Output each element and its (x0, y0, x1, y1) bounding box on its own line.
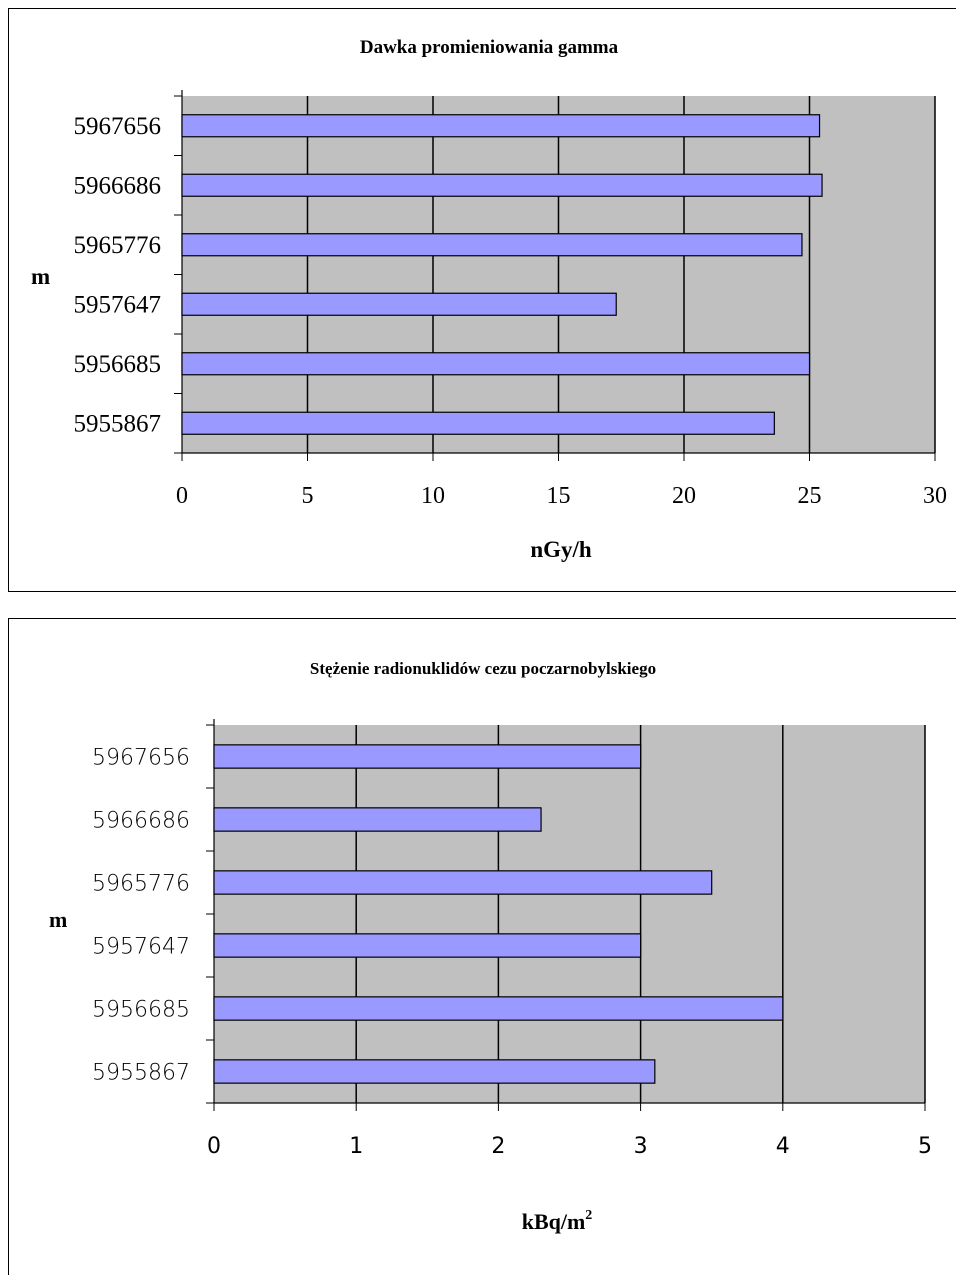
bar (213, 807, 542, 832)
y-category-label: 5955867 (74, 410, 162, 437)
x-tick-label: 1 (349, 1134, 363, 1159)
chart-title: Stężenie radionuklidów cezu poczarnobyls… (310, 659, 656, 678)
chart-cesium-concentration: Stężenie radionuklidów cezu poczarnobyls… (8, 618, 956, 1275)
y-category-label: 5966686 (74, 172, 162, 199)
x-tick-label: 10 (421, 483, 445, 509)
plot-area (214, 725, 925, 1103)
y-category-label: 5967656 (92, 746, 190, 771)
bar (213, 744, 642, 769)
x-tick-label: 15 (547, 483, 571, 509)
chart-title: Dawka promieniowania gamma (360, 37, 619, 58)
x-axis-label: nGy/h (530, 537, 592, 562)
x-tick-label: 3 (634, 1134, 648, 1159)
x-tick-label: 25 (798, 483, 822, 509)
y-category-label: 5957647 (92, 935, 190, 960)
x-axis-label: kBq/m2 (522, 1208, 593, 1234)
x-tick-label: 5 (918, 1134, 932, 1159)
y-category-label: 5965776 (74, 232, 162, 259)
bar (181, 411, 775, 435)
x-tick-label: 0 (176, 483, 188, 509)
y-category-label: 5956685 (92, 998, 190, 1023)
y-category-label: 5965776 (92, 872, 190, 897)
bar (213, 933, 642, 958)
bar (213, 996, 784, 1021)
x-tick-label: 30 (923, 483, 947, 509)
y-category-label: 5956685 (74, 351, 162, 378)
chart-cesium-concentration-svg: Stężenie radionuklidów cezu poczarnobyls… (49, 659, 932, 1234)
x-axis-label-base: kBq/m (522, 1209, 586, 1234)
x-tick-label: 5 (302, 483, 314, 509)
x-axis-label-sup: 2 (585, 1208, 592, 1223)
y-axis-label: m (31, 264, 50, 289)
chart-gamma-dose: Dawka promieniowania gamma m nGy/h 0 5 10 1… (8, 8, 956, 592)
x-tick-label: 0 (207, 1134, 221, 1159)
y-category-label: 5967656 (74, 113, 162, 140)
bar (181, 233, 803, 257)
bar (181, 173, 823, 197)
bar (213, 1059, 656, 1084)
bar (181, 114, 821, 138)
x-tick-label: 4 (776, 1134, 790, 1159)
y-axis-label: m (49, 907, 67, 932)
x-tick-label: 2 (491, 1134, 505, 1159)
y-category-label: 5955867 (92, 1061, 190, 1086)
y-category-label: 5966686 (92, 809, 190, 834)
y-category-label: 5957647 (74, 291, 162, 318)
chart-gamma-dose-svg: Dawka promieniowania gamma m nGy/h 0 5 10 1… (31, 37, 947, 562)
bar (181, 352, 811, 376)
bar (213, 870, 713, 895)
bar (181, 292, 617, 316)
x-tick-label: 20 (672, 483, 696, 509)
